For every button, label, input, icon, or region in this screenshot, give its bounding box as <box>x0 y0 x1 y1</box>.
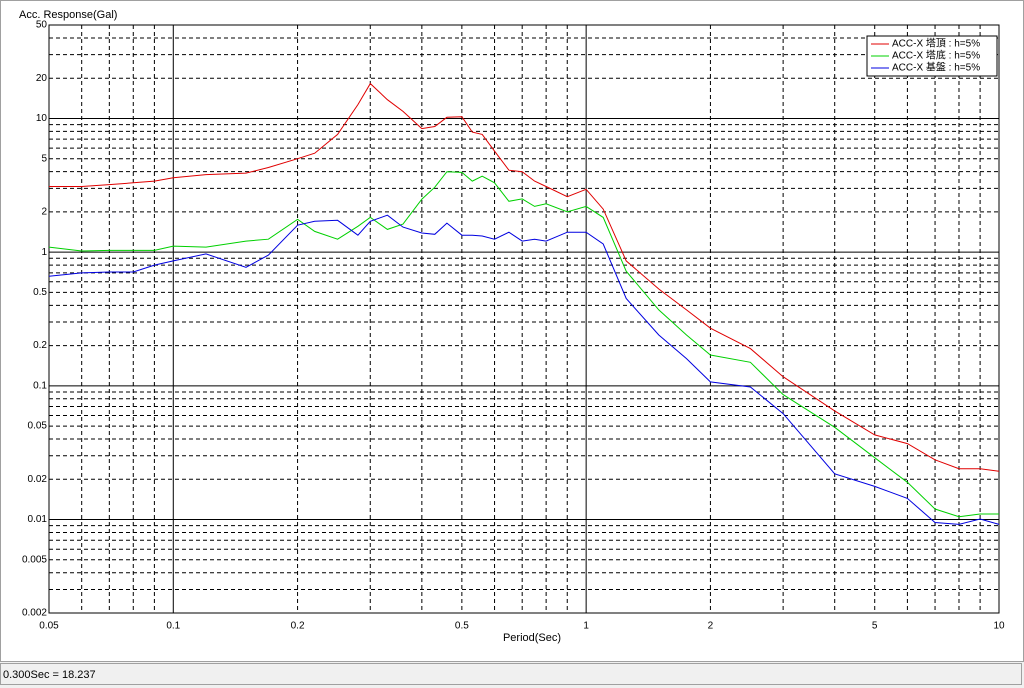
legend-label: ACC-X 基盤 : h=5% <box>892 61 980 74</box>
y-tick-label: 0.1 <box>33 380 47 391</box>
series-line <box>48 171 999 518</box>
x-tick-label: 0.5 <box>455 621 469 632</box>
x-tick-label: 10 <box>993 621 1005 632</box>
y-tick-label: 0.2 <box>33 340 47 351</box>
y-tick-label: 50 <box>36 20 48 31</box>
y-tick-label: 0.5 <box>33 287 47 298</box>
legend-label: ACC-X 塔頂 : h=5% <box>892 37 980 50</box>
y-tick-label: 5 <box>41 153 47 164</box>
chart: Acc. Response(Gal) Period(Sec) 0.002 0.00… <box>19 9 1005 644</box>
y-axis-label: Acc. Response(Gal) <box>19 9 117 21</box>
y-tick-label: 0.05 <box>28 421 48 432</box>
chart-window: Acc. Response(Gal) Period(Sec) 0.002 0.00… <box>0 0 1024 662</box>
x-axis-label: Period(Sec) <box>503 632 561 644</box>
y-tick-label: 0.02 <box>28 474 48 485</box>
x-tick-label: 2 <box>708 621 714 632</box>
x-tick-label: 0.1 <box>166 621 180 632</box>
y-tick-label: 1 <box>41 247 47 258</box>
x-tick-label: 0.2 <box>291 621 305 632</box>
y-tick-label: 20 <box>36 73 48 84</box>
y-tick-label: 2 <box>41 207 47 218</box>
series-line <box>48 214 1000 525</box>
series-line <box>49 82 1000 472</box>
legend-label: ACC-X 塔底 : h=5% <box>892 49 980 62</box>
plot-frame <box>48 24 1000 614</box>
x-tick-label: 5 <box>872 621 878 632</box>
y-tick-label: 0.01 <box>28 514 48 525</box>
x-tick-label: 1 <box>583 621 589 632</box>
status-bar: 0.300Sec = 18.237 <box>0 663 1022 685</box>
y-tick-label: 0.002 <box>22 608 47 619</box>
x-tick-label: 0.05 <box>39 621 59 632</box>
y-tick-label: 10 <box>36 113 48 124</box>
y-tick-label: 0.005 <box>22 554 47 565</box>
